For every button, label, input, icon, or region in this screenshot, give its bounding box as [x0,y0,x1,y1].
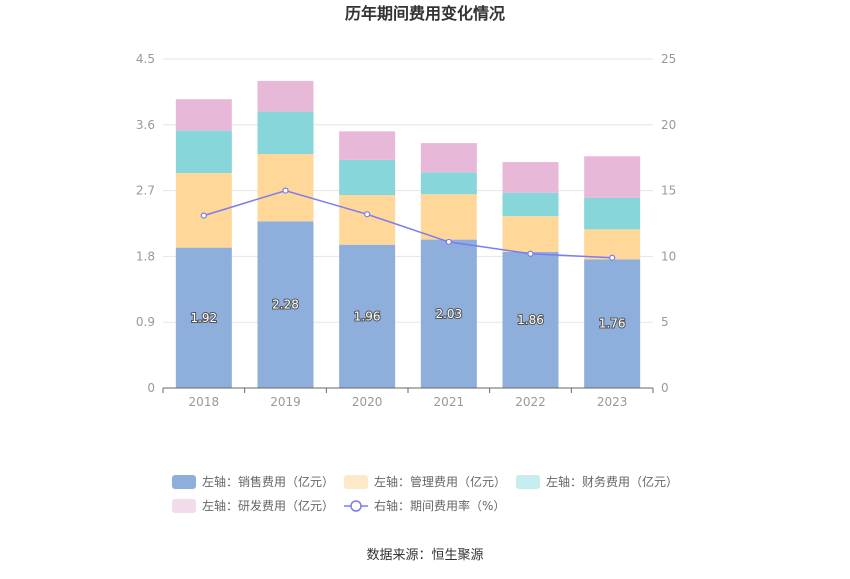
legend-label: 左轴：管理费用（亿元） [374,474,506,489]
left-axis-ticks: 0 0.9 1.8 2.7 3.6 4.5 [136,52,155,395]
rate-point [527,250,534,257]
rate-point [445,238,452,246]
rate-line-path [203,189,613,259]
bar-value-label: 2.28 [272,298,299,312]
bar-segment [584,229,641,260]
x-tick-label: 2023 [597,395,628,409]
right-tick-label: 5 [661,315,669,329]
bar-segment [502,162,559,193]
bar-segment [502,216,559,253]
bar-labels: 1.92 2.28 1.96 2.03 1.86 1.76 [189,297,626,332]
bar-segment [420,194,477,240]
bar-value-label: 2.03 [435,307,462,321]
x-tick-label: 2018 [189,395,220,409]
bar-segment [175,99,232,131]
bar-segment [584,156,641,198]
bar-segment [502,192,559,217]
bar-segment [502,252,559,388]
x-tick-label: 2021 [434,395,465,409]
left-tick-label: 0.9 [136,315,155,329]
rate-point [364,211,371,218]
right-axis-ticks: 0 5 10 15 20 25 [661,52,676,395]
right-tick-label: 10 [661,249,676,263]
right-tick-label: 20 [661,118,676,132]
bar-segment [339,244,396,388]
legend-label: 左轴：研发费用（亿元） [202,498,334,513]
grid-lines [163,58,653,323]
rate-point [609,254,616,261]
legend-swatch [516,475,540,489]
bar-segment [420,239,477,388]
x-tick-label: 2019 [270,395,301,409]
legend-label: 右轴：期间费用率（%） [374,498,505,513]
left-tick-label: 1.8 [136,249,155,263]
bar-segment [420,172,477,195]
bar-value-label: 1.96 [354,309,381,323]
bar-segment [584,197,641,230]
legend-swatch [344,475,368,489]
bar-segment [420,143,477,173]
left-tick-label: 4.5 [136,52,155,66]
left-tick-label: 2.7 [136,184,155,198]
rate-point [282,187,289,194]
rate-line [200,187,616,261]
legend-label: 左轴：财务费用（亿元） [546,474,678,489]
left-tick-label: 0 [147,381,155,395]
bar-value-label: 1.86 [517,313,544,327]
right-tick-label: 15 [661,184,676,198]
bars [175,80,641,388]
x-tick-label: 2020 [352,395,383,409]
legend-swatch [172,475,196,489]
bar-segment [339,131,396,160]
bar-segment [339,194,396,245]
x-axis-ticks: 2018 2019 2020 2021 2022 2023 [162,388,654,409]
bar-value-label: 1.92 [190,311,217,325]
right-tick-label: 25 [661,52,676,66]
bar-segment [257,80,314,112]
bar-value-label: 1.76 [599,317,626,331]
left-tick-label: 3.6 [136,118,155,132]
legend-label: 左轴：销售费用（亿元） [202,474,334,489]
rate-point [200,212,207,219]
bar-segment [584,259,641,388]
legend: 左轴：销售费用（亿元） 左轴：管理费用（亿元） 左轴：财务费用（亿元） 左轴：研发费用… [172,474,678,513]
legend-line-dot [350,500,362,512]
bar-segment [175,130,232,174]
right-tick-label: 0 [661,381,669,395]
bar-segment [257,221,314,388]
source-label: 数据来源：恒生聚源 [366,548,483,563]
x-tick-label: 2022 [515,395,546,409]
bar-segment [339,159,396,195]
chart-title: 历年期间费用变化情况 [345,4,505,23]
bar-segment [257,111,314,155]
legend-swatch [172,499,196,513]
bar-segment [175,247,232,388]
